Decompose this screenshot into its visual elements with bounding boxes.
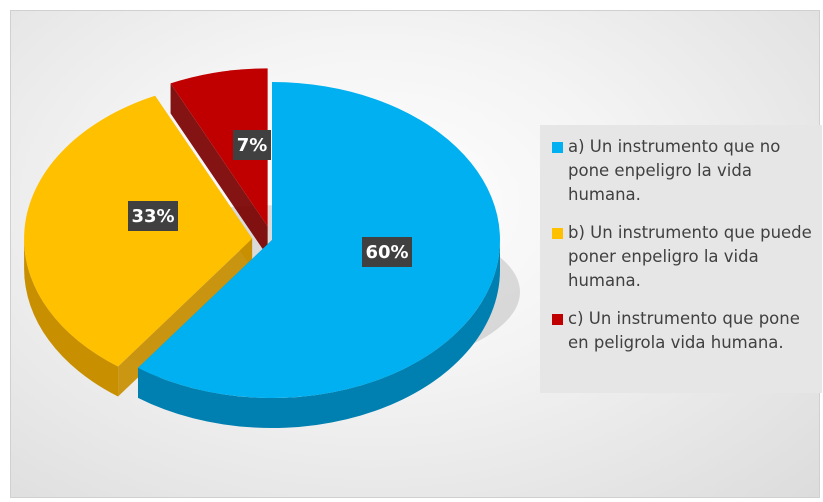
legend-swatch-a: [552, 142, 563, 153]
slice-c: [170, 68, 268, 257]
slice-a-side: [137, 240, 500, 428]
slice-c-cut-0: [170, 83, 268, 257]
legend-item-c: c) Un instrumento que pone en peligrola …: [552, 307, 822, 355]
slice-c-top: [170, 68, 268, 227]
data-label-slice-b: 33%: [128, 201, 178, 231]
slice-b-side: [24, 238, 119, 397]
data-label-text: 7%: [237, 135, 268, 156]
slice-b-top: [24, 95, 253, 367]
slice-a-top: [137, 82, 501, 398]
legend: a) Un instrumento que no pone enpeligro …: [540, 125, 822, 393]
data-label-bg: [362, 237, 412, 267]
legend-swatch-b: [552, 228, 563, 239]
legend-item-b: b) Un instrumento que puede poner enpeli…: [552, 221, 822, 293]
legend-item-a: a) Un instrumento que no pone enpeligro …: [552, 135, 822, 207]
data-label-text: 60%: [365, 242, 408, 263]
data-label-bg: [233, 130, 271, 160]
data-label-text: 33%: [131, 206, 174, 227]
legend-label-a: a) Un instrumento que no pone enpeligro …: [568, 137, 781, 204]
slice-b: [24, 95, 253, 397]
legend-label-b: b) Un instrumento que puede poner enpeli…: [568, 223, 812, 290]
slice-a: [137, 82, 501, 428]
data-label-slice-a: 60%: [362, 237, 412, 267]
legend-label-c: c) Un instrumento que pone en peligrola …: [568, 309, 800, 352]
legend-swatch-c: [552, 314, 563, 325]
data-label-bg: [128, 201, 178, 231]
data-label-slice-c: 7%: [233, 130, 271, 160]
